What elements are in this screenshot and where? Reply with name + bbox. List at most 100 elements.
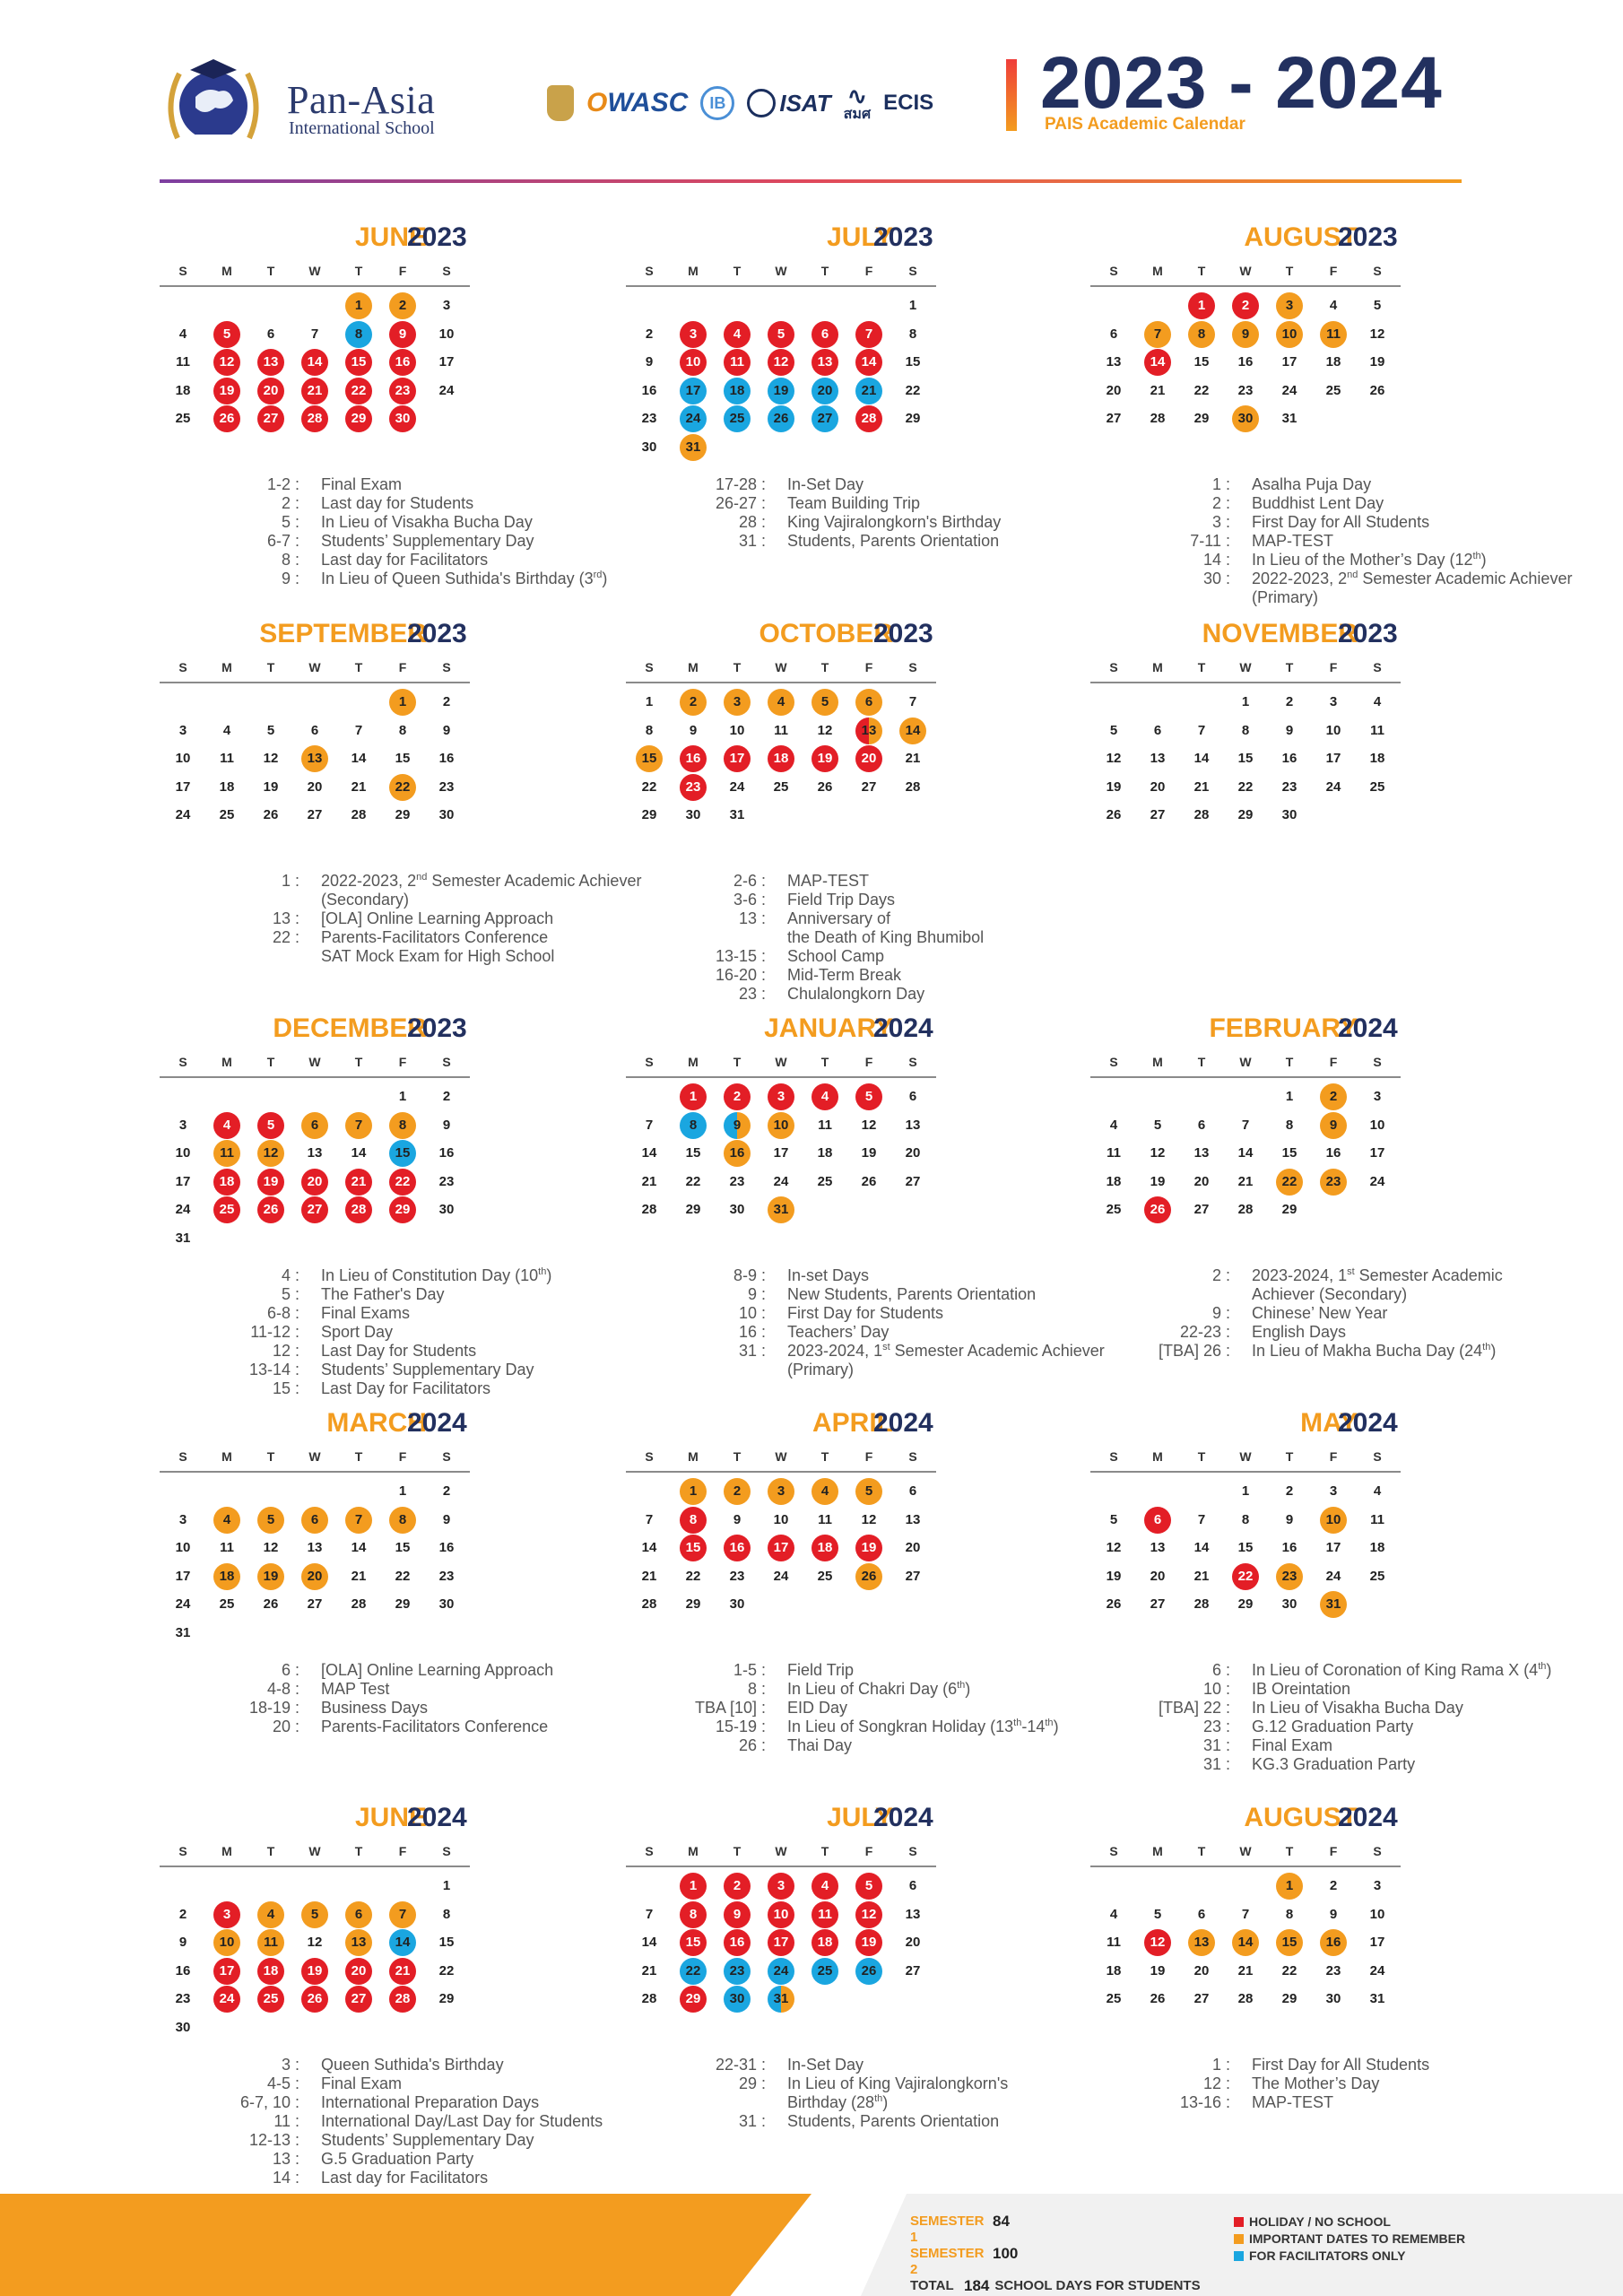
weekday-divider: [1090, 682, 1401, 683]
note-date: 11-12 :: [250, 1323, 299, 1341]
month-april-2024: APRIL 2024 S M T W T F S 1 2 3 4 5 6 7 8 9 10 11 12 13 14 15 16 1…: [626, 1408, 1128, 1754]
note-line: 31 : Students, Parents Orientation: [626, 2112, 1128, 2131]
day-20: 20: [301, 1562, 328, 1590]
day-4: 4: [213, 1111, 240, 1139]
day-17: 17: [1325, 751, 1341, 766]
weekday-label: S: [1109, 1844, 1118, 1858]
note-line: 5 : The Father's Day: [160, 1285, 662, 1304]
note-date: 23 :: [738, 985, 766, 1003]
note-line: (Primary): [626, 1361, 1128, 1379]
day-8: 8: [1241, 722, 1250, 738]
month-name: AUGUST: [1244, 222, 1358, 252]
month-notes: 6 : In Lieu of Coronation of King Rama X …: [1090, 1661, 1593, 1774]
day-23: 23: [1325, 1962, 1341, 1979]
day-24: 24: [680, 405, 707, 432]
weekday-label: T: [1285, 1844, 1294, 1858]
weekday-label: F: [864, 660, 873, 674]
weekday-label: S: [908, 1449, 917, 1464]
day-27: 27: [307, 1596, 323, 1612]
day-14: 14: [1237, 1145, 1254, 1161]
day-8: 8: [680, 1111, 707, 1139]
weekday-label: S: [1373, 1055, 1382, 1069]
month-year: 2024: [873, 1013, 933, 1043]
day-24: 24: [773, 1568, 789, 1584]
day-24: 24: [1369, 1173, 1385, 1189]
day-9: 9: [1285, 722, 1294, 738]
day-12: 12: [263, 1540, 279, 1555]
weekday-label: S: [645, 1844, 654, 1858]
day-grid: 1 2 3 4 5 6 7 8 9 10 11 12 13 14 15 16 17 18 19 20 21 22 23 24 2…: [1090, 694, 1413, 875]
note-date: 12 :: [272, 1342, 299, 1360]
day-22: 22: [1232, 1562, 1259, 1590]
day-13: 13: [905, 1511, 921, 1527]
day-25: 25: [812, 1957, 838, 1985]
note-text: In Lieu of Makha Bucha Day (24th): [1252, 1342, 1497, 1360]
day-6: 6: [1144, 1506, 1171, 1534]
day-6: 6: [908, 1483, 917, 1499]
day-11: 11: [812, 1900, 838, 1928]
weekday-divider: [626, 1076, 936, 1078]
weekday-label: T: [820, 264, 829, 278]
day-17: 17: [175, 1173, 191, 1189]
note-date: 13-15 :: [715, 947, 766, 965]
day-18: 18: [213, 1168, 240, 1196]
weekday-label: M: [1152, 264, 1163, 278]
day-23: 23: [680, 773, 707, 801]
weekday-label: T: [354, 1055, 363, 1069]
day-11: 11: [257, 1929, 284, 1956]
day-16: 16: [438, 751, 455, 766]
day-27: 27: [1106, 411, 1122, 426]
day-grid: 1 2 3 4 5 6 7 8 9 10 11 12 13 14 15 16 17 18 19 20 21 22 23 24 2…: [626, 298, 949, 479]
note-line: 3 : Queen Suthida's Birthday: [160, 2056, 662, 2074]
day-28: 28: [1237, 1991, 1254, 2006]
day-2: 2: [389, 292, 416, 319]
day-30: 30: [389, 405, 416, 432]
day-12: 12: [861, 1511, 877, 1527]
day-13: 13: [1150, 1540, 1166, 1555]
note-date: 8 :: [281, 551, 299, 569]
day-23: 23: [438, 778, 455, 795]
day-2: 2: [645, 326, 654, 342]
note-line: 14 : Last day for Facilitators: [160, 2169, 662, 2187]
note-text: Final Exam: [1252, 1736, 1333, 1754]
day-31: 31: [768, 1986, 794, 2013]
day-13: 13: [1193, 1145, 1210, 1161]
weekday-label: S: [1373, 1844, 1382, 1858]
note-text: In Lieu of Queen Suthida's Birthday (3rd…: [321, 570, 608, 587]
weekday-label: T: [1197, 264, 1206, 278]
day-30: 30: [438, 807, 455, 822]
note-date: 12-13 :: [248, 2131, 299, 2149]
day-14: 14: [1232, 1929, 1259, 1956]
note-date: 15-19 :: [715, 1718, 766, 1735]
day-5: 5: [768, 320, 794, 348]
month-header: JANUARY 2024: [626, 1013, 1128, 1049]
month-header: JUNE 2024: [160, 1803, 662, 1839]
day-17: 17: [768, 1535, 794, 1561]
day-6: 6: [1109, 326, 1118, 342]
day-29: 29: [438, 1991, 455, 2006]
day-31: 31: [729, 807, 745, 822]
weekday-label: W: [1239, 1055, 1252, 1069]
note-line: 13 : Anniversary of: [626, 909, 1128, 928]
day-11: 11: [1107, 1935, 1121, 1950]
day-28: 28: [905, 778, 921, 795]
day-2: 2: [1329, 1878, 1338, 1893]
note-line: 9 : Chinese’ New Year: [1090, 1304, 1593, 1323]
month-year: 2024: [1338, 1013, 1398, 1043]
note-date: 1-2 :: [266, 475, 299, 493]
day-27: 27: [307, 807, 323, 822]
note-date: 13 :: [272, 909, 299, 927]
day-13: 13: [345, 1929, 372, 1956]
note-line: 29 : In Lieu of King Vajiralongkorn's: [626, 2074, 1128, 2093]
weekday-label: S: [1109, 1449, 1118, 1464]
weekday-label: T: [266, 1844, 275, 1858]
day-19: 19: [1106, 1568, 1122, 1584]
month-header: JULY 2023: [626, 222, 1128, 258]
academic-year-title: 2023 - 2024: [1040, 42, 1443, 124]
note-line: 22 : Parents-Facilitators Conference: [160, 928, 662, 947]
day-8: 8: [345, 320, 372, 348]
weekday-divider: [626, 682, 936, 683]
weekday-label: M: [221, 264, 232, 278]
month-december-2023: DECEMBER 2023 S M T W T F S 1 2 3 4 5 6 7 8 9 10 11 12 13 14 15…: [160, 1013, 662, 1397]
note-text: Last day for Facilitators: [321, 2169, 489, 2187]
